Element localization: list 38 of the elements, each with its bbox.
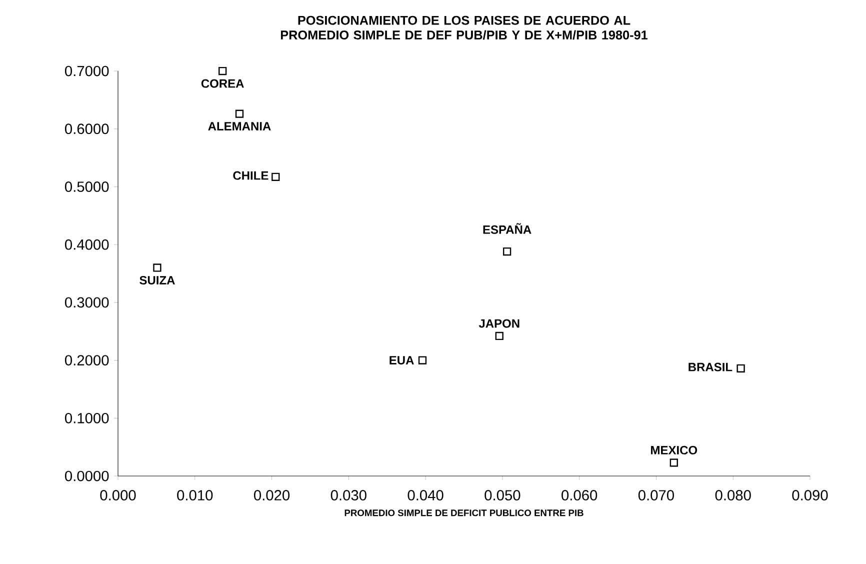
series-label: BRASIL <box>688 362 732 372</box>
y-tick-label: 0.6000 <box>64 124 109 134</box>
point <box>736 364 745 372</box>
x-tick-label: 0.060 <box>562 490 598 500</box>
y-tick-label: 0.2000 <box>64 355 109 366</box>
x-tick-label: 0.000 <box>100 490 136 500</box>
x-tick-label: 0.080 <box>715 490 751 500</box>
x-tick-label: 0.050 <box>484 490 520 500</box>
point <box>153 264 162 272</box>
y-tick-label: 0.7000 <box>64 66 109 76</box>
y-tick-label: 0.4000 <box>64 239 109 250</box>
x-tick-label: 0.040 <box>408 490 444 500</box>
series-label: ALEMANIA <box>208 122 271 130</box>
point <box>670 458 678 467</box>
point <box>502 247 512 256</box>
y-tick-label: 0.3000 <box>64 297 109 308</box>
series-label: COREA <box>201 79 244 88</box>
series-label: CHILE <box>233 171 268 180</box>
y-tick-label: 0.1000 <box>64 412 109 424</box>
point <box>495 332 504 340</box>
series-label: EUA <box>390 356 414 364</box>
point <box>218 66 227 76</box>
series-label: ESPAÑA <box>483 223 532 234</box>
x-tick-label: 0.070 <box>638 490 674 500</box>
series-label: JAPON <box>478 319 520 328</box>
x-tick-label: 0.020 <box>254 490 290 500</box>
chart-title: POSICIONAMIENTO DE LOS PAISES DE ACUERDO AL PROMEDIO SIMPLE DE DEF PUB/PIB Y DE X+M/PIB 1980-91 <box>280 16 648 40</box>
series-label: MEXICO <box>651 446 698 454</box>
point <box>235 110 244 118</box>
x-axis-title: PROMEDIO SIMPLE DE DEFICIT PUBLICO ENTRE PIB <box>344 510 584 516</box>
point <box>272 172 280 181</box>
x-tick-label: 0.030 <box>330 490 366 500</box>
y-tick-label: 0.0000 <box>64 470 109 482</box>
y-tick-label: 0.5000 <box>64 182 109 192</box>
series-label: SUIZA <box>140 276 175 284</box>
point <box>418 356 427 364</box>
x-tick-label: 0.010 <box>177 490 213 500</box>
x-tick-label: 0.090 <box>792 490 828 500</box>
